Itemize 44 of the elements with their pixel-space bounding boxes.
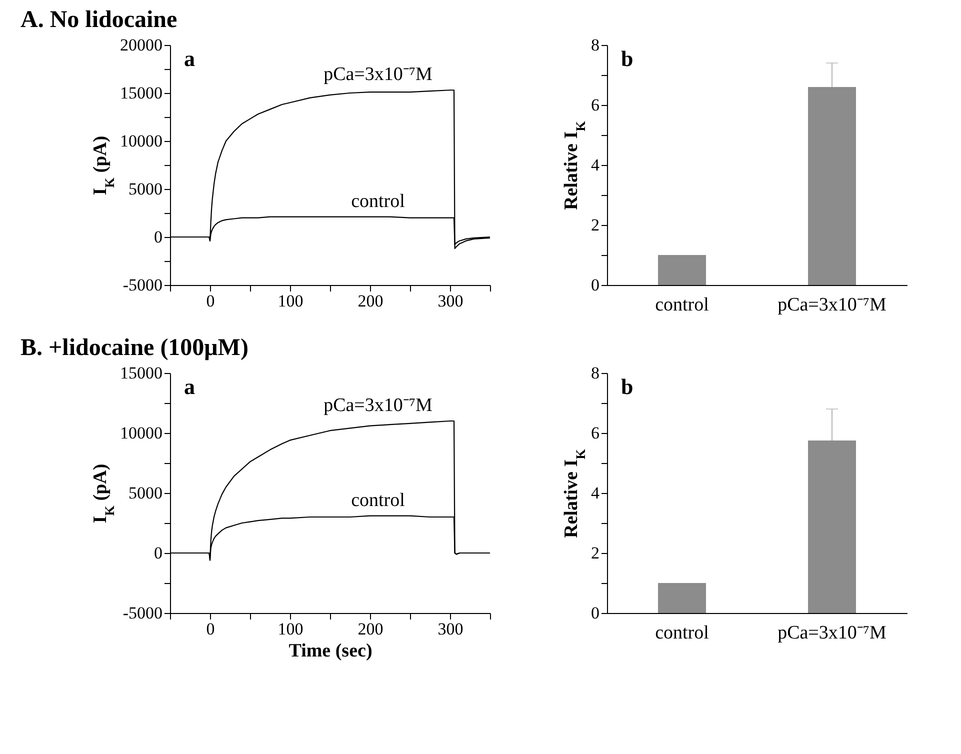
annotation: a: [184, 374, 195, 399]
x-axis-title: Time (sec): [288, 640, 372, 662]
x-tick-label: 100: [278, 620, 304, 638]
y-tick-label: 6: [591, 96, 600, 114]
y-tick-label: -5000: [122, 276, 162, 294]
y-tick-label: 5000: [128, 484, 162, 502]
x-tick-label: 0: [206, 292, 215, 310]
x-tick-label: control: [655, 294, 709, 316]
chart-title: A. No lidocaine: [20, 7, 178, 33]
x-tick-label: 200: [358, 292, 384, 310]
y-tick-label: 20000: [120, 36, 162, 54]
x-tick-label: pCa=3x10⁻⁷M: [778, 622, 887, 644]
series-label: pCa=3x10⁻⁷M: [324, 64, 433, 86]
annotation: a: [184, 46, 195, 71]
x-tick-label: 300: [438, 620, 464, 638]
y-tick-label: 8: [591, 36, 600, 54]
y-tick-label: -5000: [122, 604, 162, 622]
y-tick-label: 8: [591, 364, 600, 382]
series-label: control: [351, 190, 405, 212]
y-tick-label: 10000: [120, 132, 162, 150]
y-tick-label: 0: [154, 544, 162, 562]
y-tick-label: 0: [591, 276, 600, 294]
x-tick-label: 300: [438, 292, 464, 310]
y-tick-label: 2: [591, 216, 600, 234]
x-tick-label: 0: [206, 620, 215, 638]
y-tick-label: 4: [591, 484, 600, 502]
y-tick-label: 15000: [120, 84, 162, 102]
chart-title: B. +lidocaine (100μM): [20, 335, 248, 361]
y-tick-label: 2: [591, 544, 600, 562]
y-tick-label: 4: [591, 156, 600, 174]
series-label: pCa=3x10⁻⁷M: [324, 395, 433, 416]
y-tick-label: 6: [591, 424, 600, 442]
y-tick-label: 10000: [120, 424, 162, 442]
x-tick-label: control: [655, 622, 709, 644]
y-tick-label: 5000: [128, 180, 162, 198]
x-tick-label: pCa=3x10⁻⁷M: [778, 294, 887, 316]
y-tick-label: 0: [591, 604, 600, 622]
annotation: b: [621, 374, 634, 399]
x-tick-label: 200: [358, 620, 384, 638]
annotation: b: [621, 46, 634, 71]
y-tick-label: 15000: [120, 364, 162, 382]
series-label: control: [351, 490, 405, 511]
y-tick-label: 0: [154, 228, 162, 246]
x-tick-label: 100: [278, 292, 304, 310]
